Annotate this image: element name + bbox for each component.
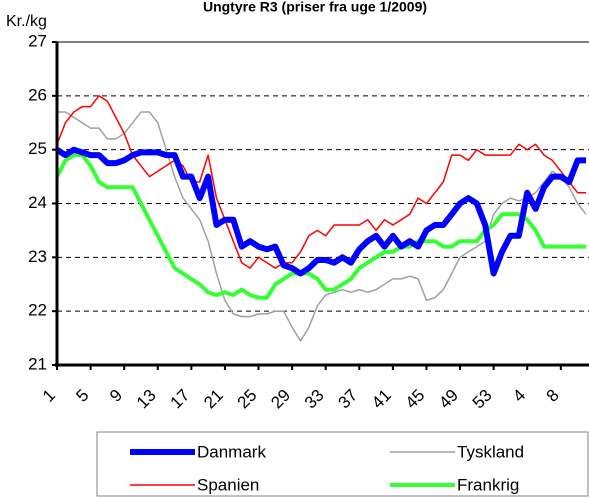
x-tick-label: 9 xyxy=(106,386,126,406)
y-tick-label: 27 xyxy=(28,31,47,50)
y-tick-label: 22 xyxy=(28,301,47,320)
y-tick-label: 21 xyxy=(28,354,47,373)
x-tick-label: 41 xyxy=(368,386,395,413)
x-tick-label: 1 xyxy=(39,386,59,406)
legend-label: Tyskland xyxy=(457,442,524,461)
x-tick-label: 45 xyxy=(402,386,429,413)
series-line xyxy=(56,95,586,269)
chart-title: Ungtyre R3 (priser fra uge 1/2009) xyxy=(203,0,427,15)
series-line xyxy=(55,153,586,300)
x-tick-label: 13 xyxy=(133,386,160,413)
x-tick-label: 25 xyxy=(234,386,261,413)
x-tick-label: 53 xyxy=(469,386,496,413)
y-tick-label: 25 xyxy=(28,139,47,158)
y-tick-label: 24 xyxy=(28,193,47,212)
legend-label: Danmark xyxy=(197,442,266,461)
x-tick-label: 21 xyxy=(200,386,227,413)
legend-label: Frankrig xyxy=(457,475,519,494)
y-tick-label: 23 xyxy=(28,247,47,266)
x-tick-label: 33 xyxy=(301,386,328,413)
y-tick-label: 26 xyxy=(28,85,47,104)
series-line xyxy=(57,111,587,342)
x-tick-label: 37 xyxy=(334,386,361,413)
x-tick-label: 8 xyxy=(543,386,563,406)
y-axis-label: Kr./kg xyxy=(6,13,47,30)
x-tick-label: 5 xyxy=(72,386,92,406)
x-tick-label: 17 xyxy=(167,386,194,413)
legend-label: Spanien xyxy=(197,475,259,494)
series-line xyxy=(55,146,586,277)
x-tick-label: 4 xyxy=(509,386,529,406)
x-tick-label: 29 xyxy=(267,386,294,413)
x-tick-label: 49 xyxy=(435,386,462,413)
